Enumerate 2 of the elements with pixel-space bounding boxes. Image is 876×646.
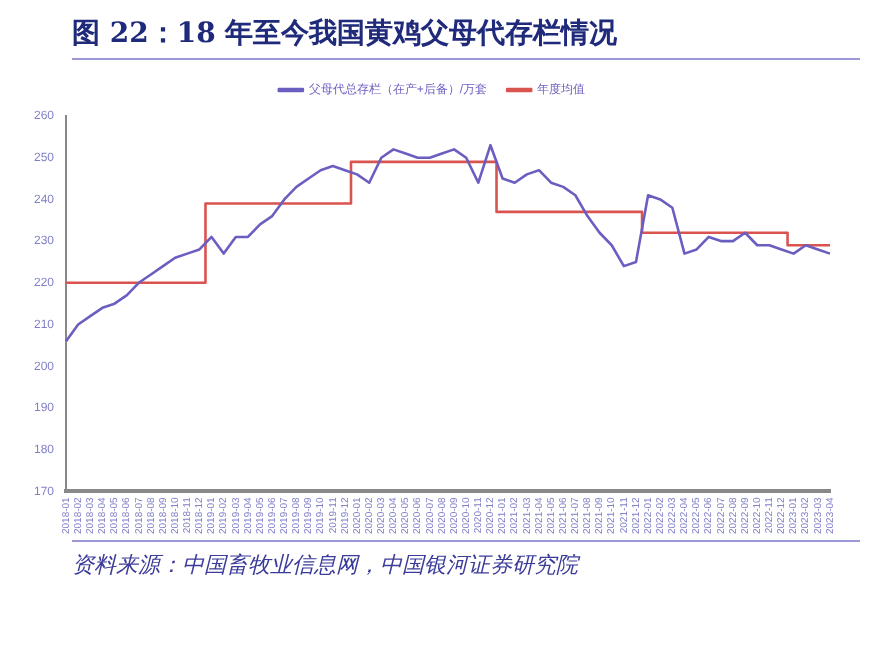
- chart-title: 图 22：18 年至今我国黄鸡父母代存栏情况: [72, 16, 860, 60]
- text: 资料来源：中国畜牧业信息网，中国银河证券研究院: [72, 550, 583, 580]
